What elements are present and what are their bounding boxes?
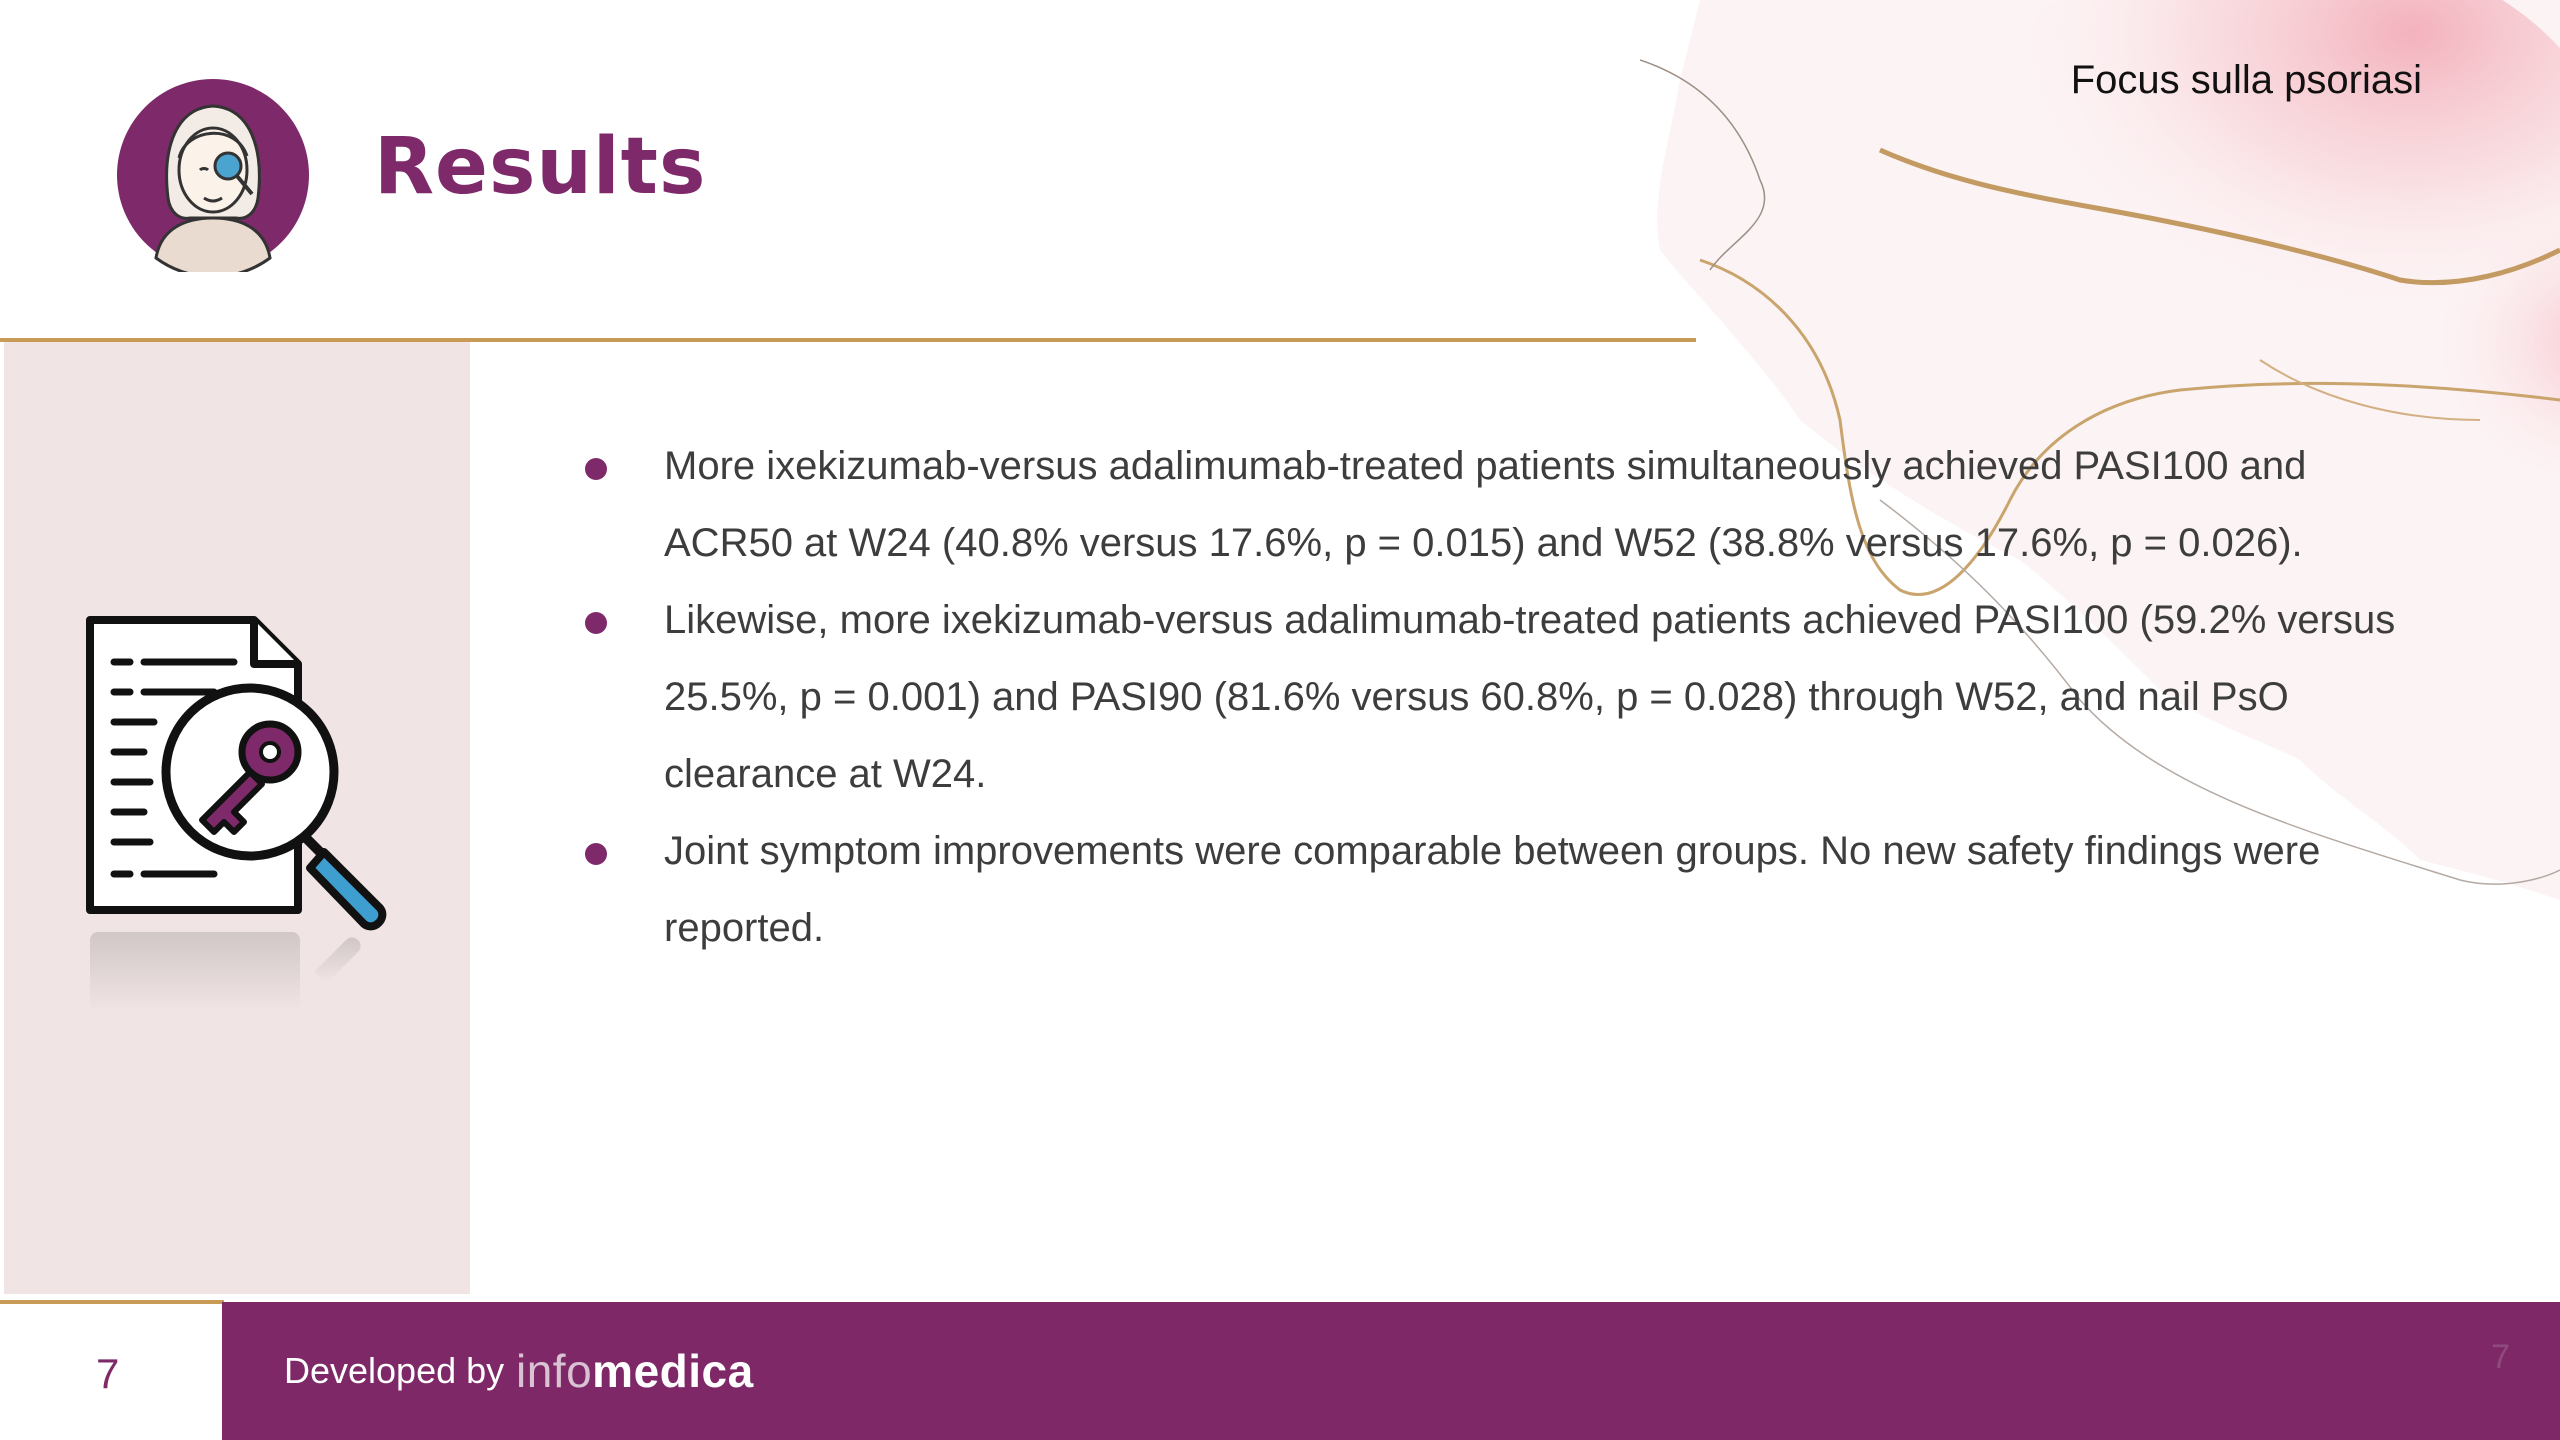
results-list: More ixekizumab-versus adalimumab-treate… xyxy=(580,428,2440,967)
slide-title: Results xyxy=(374,122,707,212)
brand-logo-info: info xyxy=(516,1345,593,1397)
brand-logo: infomedica xyxy=(516,1344,754,1398)
watercolor-decoration xyxy=(1640,0,2560,900)
topic-label: Focus sulla psoriasi xyxy=(2070,58,2422,102)
bullet-dot-icon xyxy=(585,843,607,865)
bullet-dot-icon xyxy=(585,612,607,634)
brand-logo-medica: medica xyxy=(592,1345,754,1397)
list-item: Joint symptom improvements were comparab… xyxy=(580,813,2440,967)
footer-divider xyxy=(0,1300,224,1304)
header-divider xyxy=(0,338,1696,342)
bullet-text: Likewise, more ixekizumab-versus adalimu… xyxy=(664,598,2396,796)
bullet-text: Joint symptom improvements were comparab… xyxy=(664,829,2321,950)
footer-bar xyxy=(222,1302,2560,1440)
ghost-page-number: 7 xyxy=(2491,1338,2510,1376)
bullet-text: More ixekizumab-versus adalimumab-treate… xyxy=(664,444,2307,565)
bullet-dot-icon xyxy=(585,458,607,480)
document-key-search-icon xyxy=(86,616,387,1012)
page-number: 7 xyxy=(96,1350,120,1397)
list-item: Likewise, more ixekizumab-versus adalimu… xyxy=(580,582,2440,813)
list-item: More ixekizumab-versus adalimumab-treate… xyxy=(580,428,2440,582)
developed-by-label: Developed by xyxy=(284,1350,505,1391)
woman-magnifier-avatar-icon xyxy=(117,79,309,272)
